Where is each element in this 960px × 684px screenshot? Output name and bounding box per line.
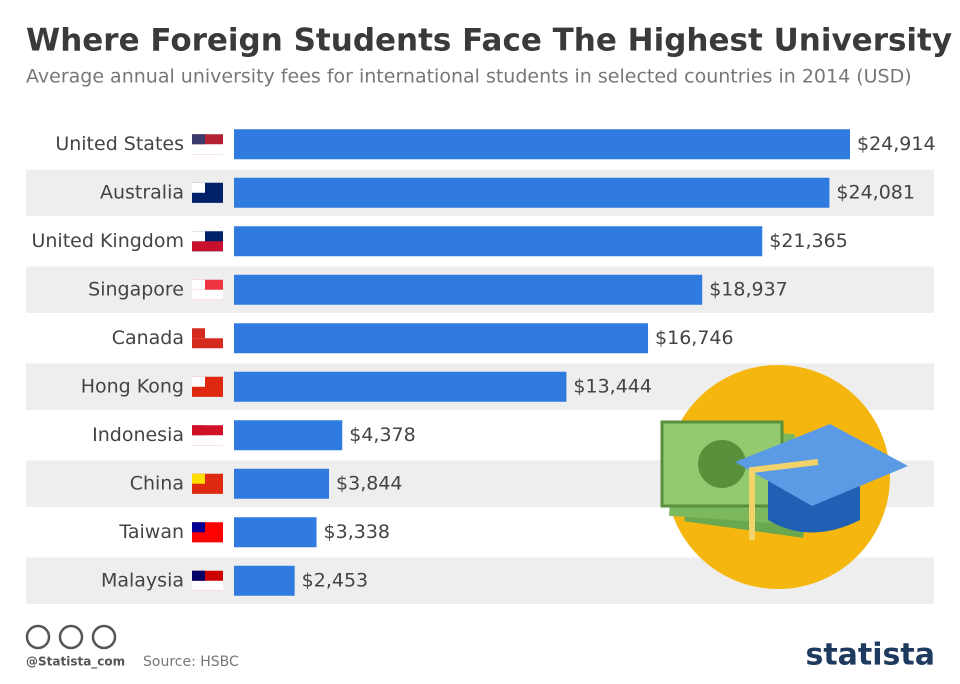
flag-canton (192, 182, 205, 193)
value-label: $13,444 (573, 375, 652, 397)
flag (192, 570, 223, 591)
bar (234, 323, 649, 354)
credit: @Statista_com (26, 655, 125, 670)
tassel (749, 459, 819, 540)
bar (234, 177, 830, 208)
flag (192, 328, 223, 349)
flag-stripe (192, 580, 223, 591)
category-label: Australia (100, 181, 184, 203)
cap-top (735, 424, 908, 506)
value-label: $21,365 (769, 230, 848, 252)
bar (234, 420, 343, 451)
flag-stripe (192, 338, 223, 349)
flag (192, 425, 223, 446)
bar (234, 468, 330, 499)
flag (192, 134, 223, 155)
category-label: Taiwan (118, 521, 184, 543)
flag (192, 473, 223, 494)
flag-canton (192, 231, 205, 242)
bar (234, 517, 317, 548)
value-label: $3,844 (336, 472, 402, 494)
value-label: $3,338 (324, 521, 390, 543)
bar (234, 371, 567, 402)
flag-stripe (192, 192, 223, 203)
bar (234, 226, 763, 257)
bar (234, 565, 295, 596)
bill-seal (698, 440, 746, 488)
chart-subtitle: Average annual university fees for inter… (26, 66, 912, 88)
category-label: United Kingdom (31, 230, 184, 252)
flag (192, 279, 223, 300)
cc-icons (25, 624, 117, 650)
flag-stripe (192, 435, 223, 446)
flag-stripe (192, 289, 223, 300)
flag (192, 376, 223, 397)
flag-stripe (192, 144, 223, 155)
flag-canton (192, 425, 205, 436)
brand-logo: statista (805, 638, 935, 673)
flag-canton (192, 134, 205, 145)
flag-canton (192, 473, 205, 484)
value-label: $24,081 (836, 181, 915, 203)
flag-canton (192, 570, 205, 581)
bar (234, 129, 850, 160)
flag-stripe (192, 386, 223, 397)
flag (192, 182, 223, 203)
flag-stripe (192, 241, 223, 252)
flag-canton (192, 328, 205, 339)
category-label: Hong Kong (81, 375, 184, 397)
value-label: $16,746 (655, 327, 734, 349)
bar (234, 274, 703, 305)
flag (192, 522, 223, 543)
value-label: $24,914 (857, 133, 936, 155)
category-label: United States (55, 133, 184, 155)
category-label: Singapore (88, 278, 184, 300)
flag-canton (192, 522, 205, 533)
flag-stripe (192, 532, 223, 543)
category-label: Malaysia (101, 569, 184, 591)
source: Source: HSBC (143, 654, 239, 670)
flag-canton (192, 376, 205, 387)
flag-stripe (192, 483, 223, 494)
value-label: $18,937 (709, 278, 788, 300)
category-label: China (130, 472, 184, 494)
illustration (660, 365, 908, 589)
chart-title: Where Foreign Students Face The Highest … (26, 23, 960, 59)
category-label: Indonesia (92, 424, 184, 446)
rows: United States $24,914 Australia $24,081 Unit… (26, 129, 936, 604)
category-label: Canada (112, 327, 184, 349)
flag-canton (192, 279, 205, 290)
flag (192, 231, 223, 252)
value-label: $4,378 (349, 424, 415, 446)
value-label: $2,453 (302, 569, 368, 591)
